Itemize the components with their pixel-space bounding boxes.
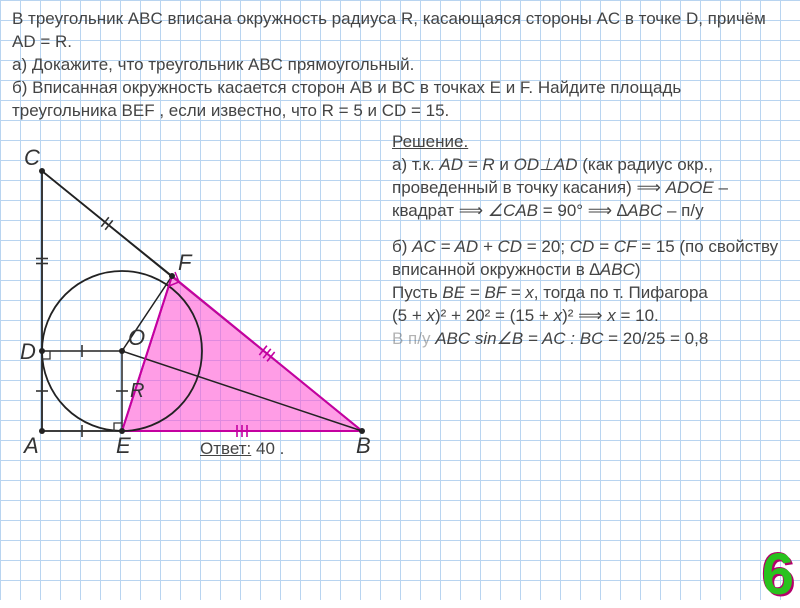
content: В треугольник ABC вписана окружность рад… — [0, 0, 800, 469]
problem-line-3: б) Вписанная окружность касается сторон … — [12, 77, 788, 123]
slide-number: 6 — [762, 541, 794, 608]
problem-text: В треугольник ABC вписана окружность рад… — [12, 8, 788, 123]
svg-text:B: B — [356, 433, 371, 458]
svg-text:A: A — [22, 433, 39, 458]
problem-line-1: В треугольник ABC вписана окружность рад… — [12, 8, 788, 54]
svg-text:F: F — [178, 250, 193, 275]
answer: Ответ: 40 . — [200, 439, 284, 459]
svg-text:O: O — [128, 325, 145, 350]
svg-text:C: C — [24, 145, 40, 170]
geometry-diagram: A B C D E F O R — [12, 131, 382, 461]
diagram-column: A B C D E F O R — [12, 131, 382, 461]
answer-value: 40 . — [256, 439, 284, 458]
solution-heading: Решение. — [392, 132, 468, 151]
columns: A B C D E F O R Решение. а) т.к. AD = R и OD⊥AD… — [12, 131, 788, 461]
answer-label: Ответ: — [200, 439, 251, 458]
svg-text:D: D — [20, 339, 36, 364]
problem-line-2: а) Докажите, что треугольник ABC прямоуг… — [12, 54, 788, 77]
solution-column: Решение. а) т.к. AD = R и OD⊥AD (как рад… — [392, 131, 788, 461]
svg-text:E: E — [116, 433, 131, 458]
solution-part-b: б) AC = AD + CD = 20; CD = CF = 15 (по с… — [392, 236, 788, 351]
solution-part-a: а) т.к. AD = R и OD⊥AD (как радиус окр.,… — [392, 154, 788, 223]
svg-text:R: R — [130, 380, 144, 402]
